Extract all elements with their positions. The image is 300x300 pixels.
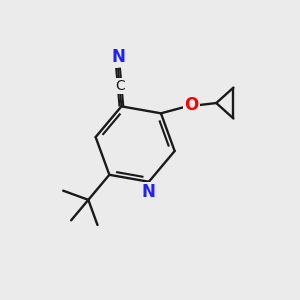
Text: C: C: [115, 79, 124, 93]
Text: N: N: [111, 48, 125, 66]
Text: N: N: [142, 183, 156, 201]
Text: O: O: [184, 96, 198, 114]
